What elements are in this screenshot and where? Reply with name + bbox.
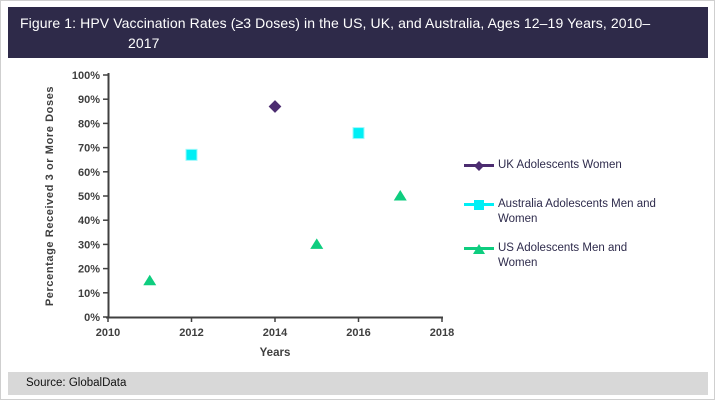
legend-label-line: US Adolescents Men and — [498, 242, 628, 254]
source-label: Source: GlobalData — [26, 377, 127, 389]
figure-title-line2: 2017 — [128, 35, 160, 51]
x-tick-label: 2010 — [96, 327, 120, 339]
scatter-chart-plot-area: 0% 10% 20% 30% 40% 50% 60% 70% 80% 90% 100% 2010 201… — [44, 70, 454, 359]
y-tick-label: 70% — [78, 143, 100, 155]
legend-key-uk — [464, 158, 494, 173]
y-tick-label: 80% — [78, 118, 100, 130]
legend-label-line: Women — [498, 257, 538, 269]
legend-item-us: US Adolescents Men and Women — [464, 241, 694, 271]
figure-title-bar: Figure 1: HPV Vaccination Rates (≥3 Dose… — [8, 7, 708, 58]
data-point-2-2011 — [143, 274, 157, 286]
y-tick-label: 30% — [78, 239, 100, 251]
legend-item-australia: Australia Adolescents Men and Women — [464, 197, 694, 227]
y-axis-title: Percentage Received 3 or More Doses — [44, 86, 56, 306]
triangle-marker-icon — [473, 243, 485, 254]
square-marker-icon — [474, 199, 484, 210]
legend-label-uk: UK Adolescents Women — [498, 158, 622, 173]
figure-title-line1: Figure 1: HPV Vaccination Rates (≥3 Dose… — [20, 15, 651, 31]
chart-legend: UK Adolescents Women Australia Adolescen… — [464, 158, 694, 271]
x-tick-label: 2016 — [346, 327, 370, 339]
y-tick-label: 40% — [78, 215, 100, 227]
data-point-0-2014 — [268, 100, 282, 113]
diamond-marker-icon — [474, 160, 484, 171]
y-tick-label: 0% — [84, 312, 100, 324]
x-tick-label: 2018 — [430, 327, 454, 339]
y-tick-label: 100% — [72, 70, 100, 82]
legend-label-australia: Australia Adolescents Men and Women — [498, 197, 656, 227]
x-axis-title: Years — [260, 347, 291, 359]
legend-label-us: US Adolescents Men and Women — [498, 241, 627, 271]
y-tick-label: 20% — [78, 264, 100, 276]
legend-item-uk: UK Adolescents Women — [464, 158, 694, 173]
data-point-1-2012 — [185, 148, 198, 161]
data-point-2-2017 — [393, 190, 407, 201]
legend-key-australia — [464, 197, 494, 212]
y-tick-label: 90% — [78, 94, 100, 106]
source-bar: Source: GlobalData — [8, 372, 708, 395]
y-tick-label: 60% — [78, 167, 100, 179]
legend-label-line: Australia Adolescents Men and — [498, 198, 656, 210]
legend-label-line: UK Adolescents Women — [498, 159, 622, 171]
legend-label-line: Women — [498, 213, 538, 225]
data-point-2-2015 — [310, 238, 324, 249]
y-tick-label: 50% — [78, 191, 100, 203]
data-point-1-2016 — [352, 127, 365, 140]
legend-key-us — [464, 241, 494, 256]
x-tick-label: 2014 — [263, 327, 288, 339]
x-tick-label: 2012 — [179, 327, 203, 339]
y-tick-label: 10% — [78, 288, 100, 300]
